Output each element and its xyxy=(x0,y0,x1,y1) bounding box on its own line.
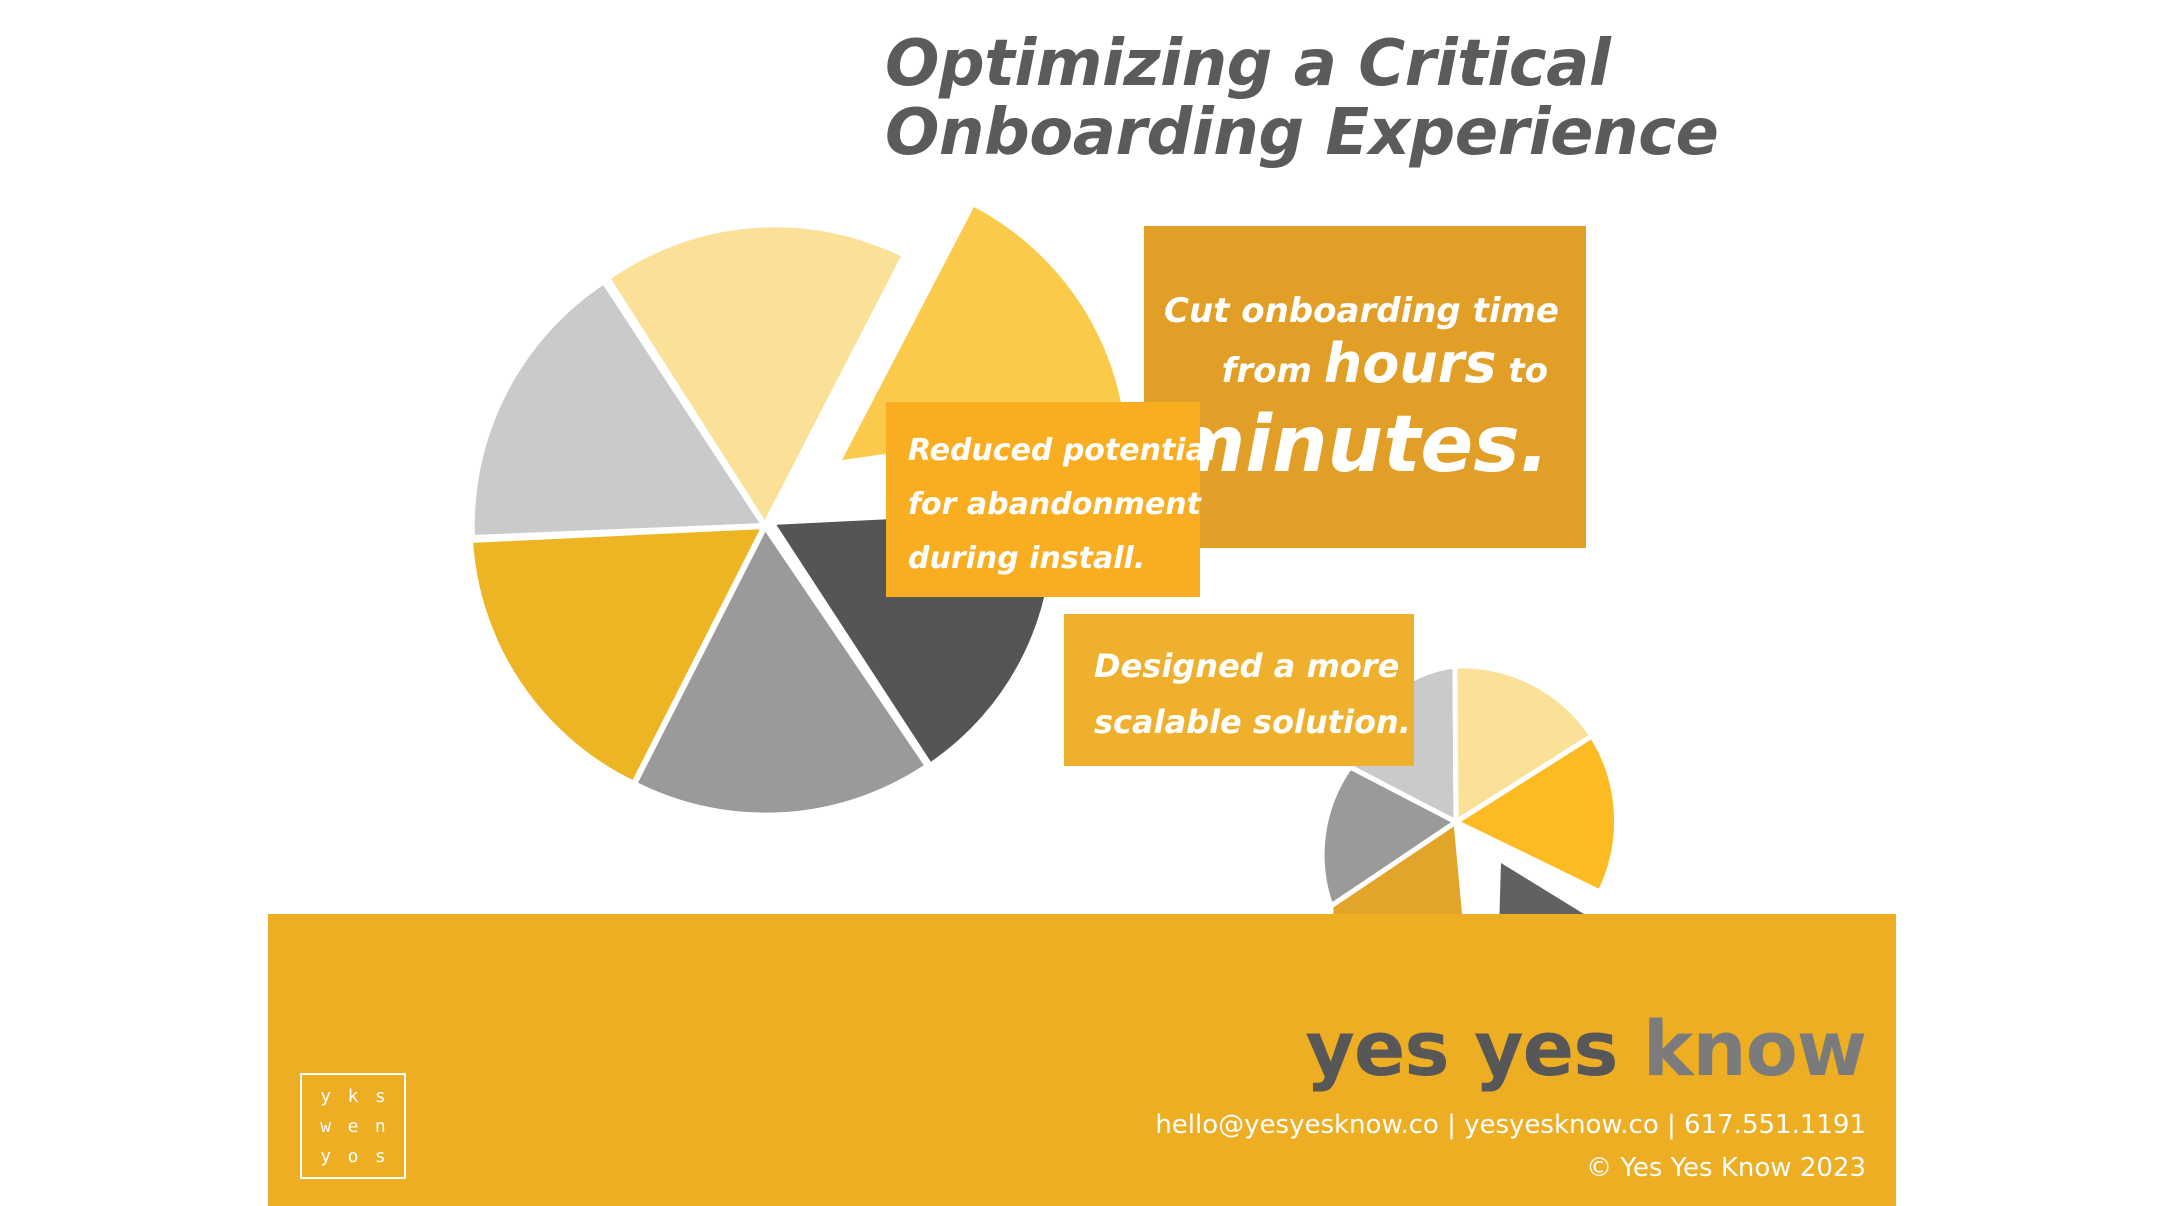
title-line-2: Onboarding Experience xyxy=(885,96,1719,170)
large-pie-graphic xyxy=(467,207,1124,819)
logo-letter: k xyxy=(347,1085,359,1107)
callout-time-line-1: Cut onboarding time xyxy=(1164,291,1559,331)
small-pie-slice-mid-gray xyxy=(1319,764,1459,909)
title-line-1: Optimizing a Critical xyxy=(885,27,1611,101)
brand-word-3: know xyxy=(1642,1004,1867,1093)
large-pie-slice-yellow-left xyxy=(467,523,768,787)
callout-scalable-line-1: Designed a more xyxy=(1094,647,1400,685)
onboarding-time-callout: Cut onboarding time from hours to minute… xyxy=(1144,226,1586,548)
logo-letter: o xyxy=(347,1145,359,1167)
callout-time-line-2-pre: from xyxy=(1221,351,1324,391)
logo-letter: w xyxy=(320,1115,332,1137)
brand-wordmark: yes yes know xyxy=(1305,1004,1867,1093)
large-pie-slice-light-yellow xyxy=(604,221,908,529)
contact-phone: 617.551.1191 xyxy=(1684,1110,1866,1140)
callout-time-line-2-post: to xyxy=(1496,351,1548,391)
abandonment-callout: Reduced potential for abandonment during… xyxy=(886,402,1217,597)
logo-letter: n xyxy=(374,1115,386,1137)
small-pie-slice-light-yellow xyxy=(1452,663,1595,825)
slide-title: Optimizing a Critical Onboarding Experie… xyxy=(885,27,1719,170)
large-pie-slice-mid-gray xyxy=(631,523,931,819)
callout-abandonment-line-2: for abandonment xyxy=(908,487,1201,522)
callout-abandonment-line-3: during install. xyxy=(908,541,1146,576)
copyright-notice: © Yes Yes Know 2023 xyxy=(1586,1153,1866,1183)
logo-letter: y xyxy=(320,1085,332,1107)
logo-letter: s xyxy=(374,1085,386,1107)
callout-abandonment-line-1: Reduced potential xyxy=(908,433,1217,468)
contact-line: hello@yesyesknow.co | yesyesknow.co | 61… xyxy=(1155,1110,1866,1140)
footer-banner: y k s w e n y o s yes yes know hello@yes… xyxy=(268,914,1896,1206)
logo-letter: y xyxy=(320,1145,332,1167)
small-pie-slice-dark-gray xyxy=(1499,863,1610,930)
small-pie-slice-yellow xyxy=(1453,733,1620,895)
callout-scalable-line-2: scalable solution. xyxy=(1094,703,1411,741)
large-pie-slice-exploded-yellow xyxy=(842,207,1124,460)
brand-logo-mark: y k s w e n y o s xyxy=(300,1073,406,1179)
callout-time-line-2: from hours to xyxy=(1164,332,1548,403)
scalable-solution-callout: Designed a more scalable solution. xyxy=(1064,614,1414,766)
brand-word-1: yes xyxy=(1305,1004,1449,1093)
contact-website[interactable]: yesyesknow.co xyxy=(1464,1110,1659,1140)
callout-time-line-3: minutes. xyxy=(1164,400,1550,490)
contact-separator: | xyxy=(1667,1110,1676,1140)
large-pie-slice-light-gray xyxy=(468,278,768,541)
logo-letter: s xyxy=(374,1145,386,1167)
contact-separator: | xyxy=(1447,1110,1456,1140)
logo-letter: e xyxy=(347,1115,359,1137)
callout-time-emphasis: hours xyxy=(1323,332,1497,395)
brand-word-2: yes xyxy=(1474,1004,1618,1093)
contact-email[interactable]: hello@yesyesknow.co xyxy=(1155,1110,1439,1140)
